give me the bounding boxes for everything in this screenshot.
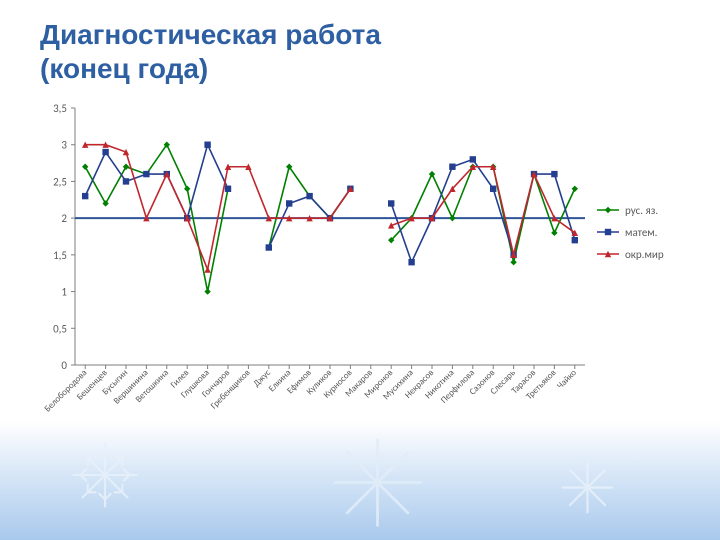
x-tick-label: Чайко [555,367,579,391]
chart-container: 00,511,522,533,5БелобородоваБешенцевБусы… [25,100,705,435]
y-tick-label: 3,5 [53,102,67,115]
legend-label: рус. яз. [625,204,658,217]
y-tick-label: 2,5 [53,175,67,188]
snowflake-icon [70,440,140,510]
y-tick-label: 3 [61,139,67,152]
snowflake-icon [560,460,615,515]
y-tick-label: 0 [61,359,67,372]
y-tick-label: 1,5 [53,249,67,262]
series-line [85,145,228,218]
legend-label: матем. [625,226,658,239]
series-line [85,145,350,270]
line-chart: 00,511,522,533,5БелобородоваБешенцевБусы… [25,100,705,430]
legend-label: окр.мир [625,248,664,261]
slide: Диагностическая работа (конец года) 0 0,5… [0,0,720,540]
y-tick-label: 1 [61,286,67,299]
page-title: Диагностическая работа (конец года) [40,18,381,85]
y-tick-label: 2 [61,212,67,225]
snowflake-icon [330,435,425,530]
title-line2: (конец года) [40,53,208,84]
title-line1: Диагностическая работа [40,19,381,50]
y-tick-label: 0,5 [53,322,67,335]
